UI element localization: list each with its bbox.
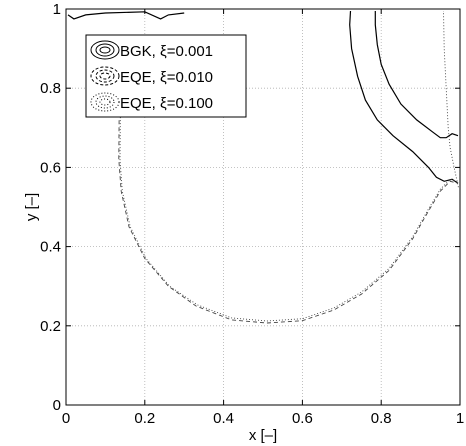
y-tick-label: 0 <box>53 397 61 414</box>
legend-entry-bgk: BGK, ξ=0.001 <box>90 40 213 60</box>
contour-line <box>443 10 459 188</box>
y-tick-label: 1 <box>53 1 61 18</box>
series-line-1 <box>118 36 459 324</box>
y-tick-label: 0.8 <box>40 80 61 97</box>
x-tick-labels: 0 0.2 0.4 0.6 0.8 1 <box>62 410 464 427</box>
x-tick-label: 0.4 <box>213 410 234 427</box>
legend: BGK, ξ=0.001 EQE, ξ=0.010 EQE, ξ=0.100 <box>85 34 247 118</box>
axis-ticks <box>65 8 461 406</box>
x-axis-label: x [–] <box>249 427 277 444</box>
contour-line <box>67 11 185 20</box>
legend-label-eqe-010: EQE, ξ=0.010 <box>120 69 213 86</box>
legend-entry-eqe-010: EQE, ξ=0.010 <box>90 66 213 86</box>
x-tick-label: 1 <box>456 410 464 427</box>
x-tick-label: 0 <box>62 410 70 427</box>
x-tick-label: 0.2 <box>134 410 155 427</box>
contour-line <box>374 11 459 139</box>
dotted-contour-rings-icon <box>90 92 120 112</box>
y-tick-label: 0.6 <box>40 159 61 176</box>
legend-box <box>85 34 247 118</box>
contour-lines <box>67 10 459 324</box>
y-tick-labels: 0 0.2 0.4 0.6 0.8 1 <box>40 1 61 414</box>
x-tick-label: 0.8 <box>371 410 392 427</box>
legend-entry-eqe-100: EQE, ξ=0.100 <box>90 92 213 112</box>
y-axis-label: y [–] <box>23 193 40 221</box>
y-tick-label: 0.2 <box>40 318 61 335</box>
dashed-contour-rings-icon <box>90 66 120 86</box>
legend-label-eqe-100: EQE, ξ=0.100 <box>120 95 213 112</box>
series-line-2 <box>119 36 459 322</box>
plot-frame <box>65 8 461 406</box>
series-line-0 <box>349 10 459 184</box>
x-tick-label: 0.6 <box>292 410 313 427</box>
legend-label-bgk: BGK, ξ=0.001 <box>120 43 213 60</box>
contour-rings-icon <box>90 40 120 60</box>
y-tick-label: 0.4 <box>40 239 61 256</box>
